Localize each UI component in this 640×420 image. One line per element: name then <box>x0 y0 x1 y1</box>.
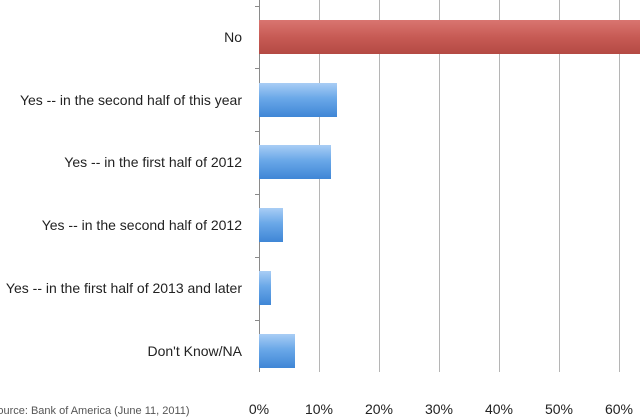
bar-1 <box>259 83 337 117</box>
bar-3 <box>259 208 283 242</box>
category-label-5: Don't Know/NA <box>148 343 243 359</box>
source-note: Source: Bank of America (June 11, 2011) <box>0 405 190 417</box>
bar-5 <box>259 334 295 368</box>
category-label-1: Yes -- in the second half of this year <box>20 92 242 108</box>
x-tick-label-6: 60% <box>605 401 633 417</box>
category-label-3: Yes -- in the second half of 2012 <box>42 217 243 233</box>
bar-0 <box>259 20 640 54</box>
x-tick-label-5: 50% <box>545 401 573 417</box>
category-label-4: Yes -- in the first half of 2013 and lat… <box>6 280 242 296</box>
x-tick-label-1: 10% <box>305 401 333 417</box>
category-label-2: Yes -- in the first half of 2012 <box>64 154 242 170</box>
bars <box>259 20 640 368</box>
x-tick-label-3: 30% <box>425 401 453 417</box>
bar-4 <box>259 271 271 305</box>
gridlines <box>255 0 620 372</box>
x-tick-label-0: 0% <box>249 401 269 417</box>
category-label-0: No <box>224 29 242 45</box>
category-labels: No Yes -- in the second half of this year… <box>6 29 243 359</box>
x-tick-label-4: 40% <box>485 401 513 417</box>
x-tick-label-2: 20% <box>365 401 393 417</box>
x-axis-tick-labels: 0% 10% 20% 30% 40% 50% 60% <box>249 401 633 417</box>
bar-2 <box>259 145 331 179</box>
